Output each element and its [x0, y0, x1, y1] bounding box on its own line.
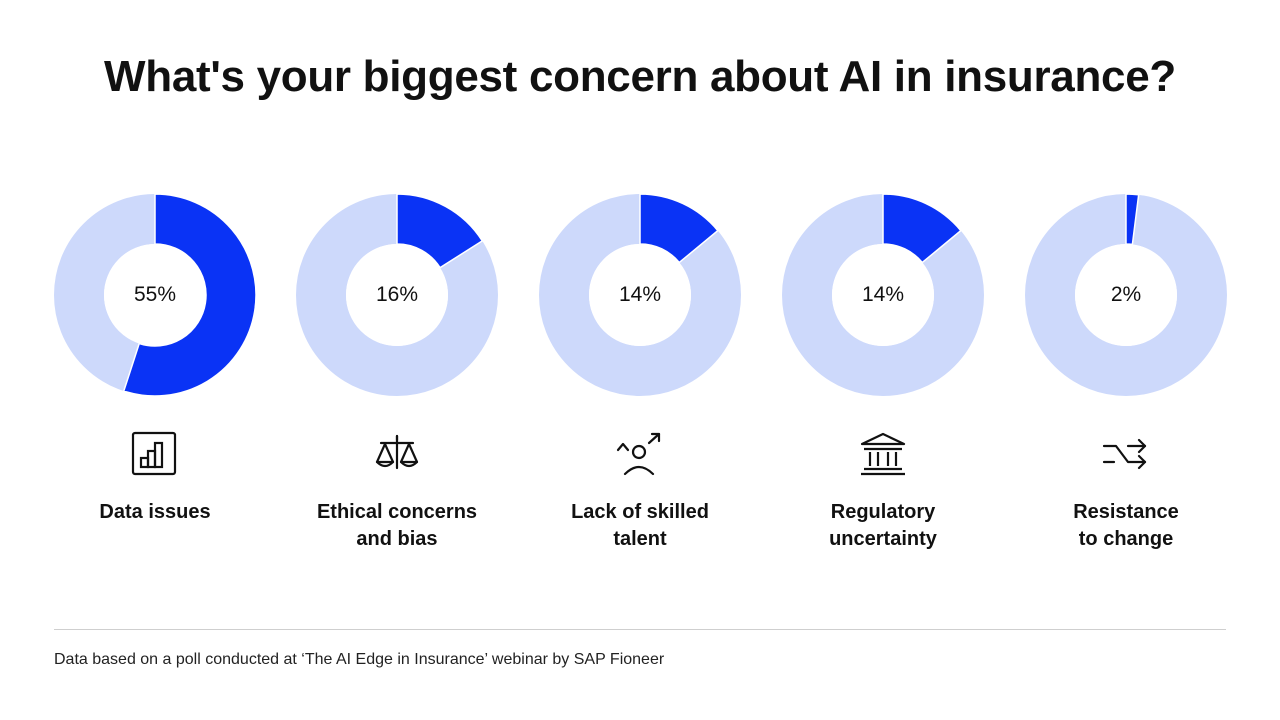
donut-svg: [539, 194, 741, 396]
donut-chart-skilled-talent: 14%: [539, 194, 741, 396]
percent-label: 16%: [375, 283, 419, 306]
category-label: Data issues: [99, 501, 211, 523]
donut-hole: [104, 244, 206, 346]
category-label: Regulatory uncertainty: [829, 501, 937, 550]
donut-svg: [54, 194, 256, 396]
shuffle-icon: [1101, 430, 1151, 478]
donut-hole: [1075, 244, 1177, 346]
donut-hole: [346, 244, 448, 346]
percent-label: 14%: [618, 283, 662, 306]
donut-svg: [782, 194, 984, 396]
donut-svg: [296, 194, 498, 396]
donut-chart-resistance: 2%: [1025, 194, 1227, 396]
donut-svg: [1025, 194, 1227, 396]
percent-label: 2%: [1110, 283, 1142, 306]
footer-divider: [54, 629, 1226, 630]
donut-chart-regulatory: 14%: [782, 194, 984, 396]
donut-chart-data-issues: 55%: [54, 194, 256, 396]
category-label: Ethical concerns and bias: [316, 501, 478, 550]
percent-label: 55%: [133, 283, 177, 306]
donut-hole: [589, 244, 691, 346]
category-label: Lack of skilled talent: [571, 501, 709, 550]
footnote: Data based on a poll conducted at ‘The A…: [54, 651, 665, 668]
chart-title: What's your biggest concern about AI in …: [104, 52, 1176, 101]
bar-chart-icon: [130, 430, 180, 478]
category-label: Resistance to change: [1073, 501, 1179, 550]
scales-icon: [372, 430, 422, 478]
bank-icon: [858, 430, 908, 478]
donut-chart-ethical-concerns: 16%: [296, 194, 498, 396]
person-growth-icon: [615, 430, 665, 478]
percent-label: 14%: [861, 283, 905, 306]
donut-hole: [832, 244, 934, 346]
